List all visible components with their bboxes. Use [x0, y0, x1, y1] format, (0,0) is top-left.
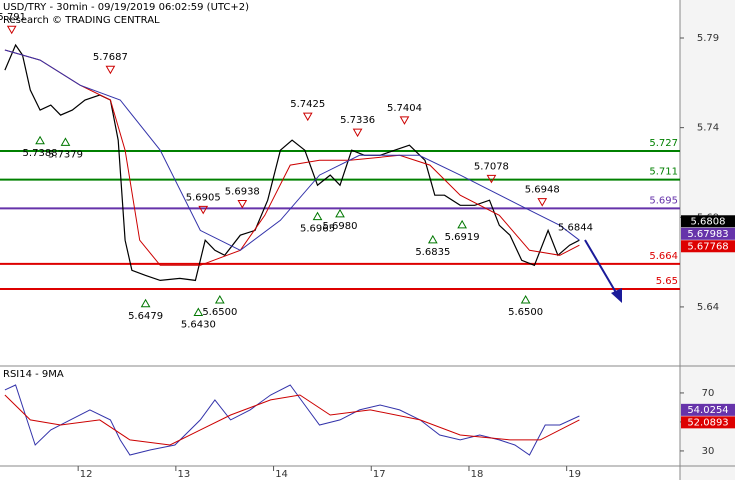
level-label: 5.65: [656, 276, 678, 287]
price-tag: [681, 227, 735, 240]
peak-marker: [486, 174, 497, 184]
annotation-label: 5.7687: [93, 52, 128, 63]
peak-marker: [105, 65, 116, 75]
price-tag: [681, 403, 735, 416]
chart-subtitle: Research © TRADING CENTRAL: [3, 15, 160, 26]
annotation-label: 5.6500: [508, 307, 543, 318]
y-tick-label: 70: [702, 388, 715, 399]
peak-marker: [537, 198, 548, 207]
panel-title: RSI14 - 9MA: [3, 369, 64, 380]
trough-marker: [193, 307, 204, 317]
peak-marker: [198, 205, 209, 215]
trough-marker: [457, 219, 467, 229]
series-line: [4, 49, 580, 251]
chart-title: USD/TRY - 30min - 09/19/2019 06:02:59 (U…: [3, 2, 249, 13]
y-tick-label: 5.74: [697, 123, 719, 134]
annotation-label: 5.7078: [474, 161, 509, 172]
trough-marker: [335, 208, 345, 218]
annotation-label: 5.791: [0, 12, 26, 23]
series-line: [4, 43, 580, 282]
annotation-label: 5.6948: [525, 185, 560, 196]
annotation-label: 5.6844: [558, 222, 593, 233]
axis-panel: [680, 0, 735, 480]
annotation-label: 5.6965: [300, 224, 335, 235]
trough-marker: [520, 294, 531, 304]
annotation-label: 5.6430: [181, 320, 216, 331]
annotation-label: 5.6919: [445, 232, 480, 243]
x-tick-label: 12: [80, 469, 93, 480]
annotation-label: 5.6479: [128, 311, 163, 322]
arrow-head: [611, 288, 622, 303]
series-line: [4, 394, 580, 446]
level-label: 5.664: [649, 251, 678, 262]
annotation-label: 5.7404: [387, 103, 422, 114]
x-tick-label: 18: [471, 469, 484, 480]
annotation-label: 5.6980: [323, 221, 358, 232]
x-tick-label: 14: [275, 469, 288, 480]
y-tick-label: 5.64: [697, 302, 719, 313]
peak-marker: [302, 112, 313, 122]
price-tag-label: 52.0893: [687, 417, 728, 428]
annotation-label: 5.7379: [48, 149, 83, 160]
trough-marker: [60, 137, 71, 146]
price-tag: [681, 215, 735, 228]
price-tag-label: 5.6808: [691, 216, 726, 227]
trough-marker: [140, 298, 151, 308]
price-tag-label: 5.67983: [687, 229, 728, 240]
y-tick-label: 30: [702, 446, 715, 457]
annotation-label: 5.7336: [340, 115, 375, 126]
peak-marker: [237, 199, 248, 209]
x-tick-label: 19: [568, 469, 581, 480]
annotation-label: 5.6500: [202, 307, 237, 318]
level-label: 5.727: [649, 138, 678, 149]
annotation-label: 5.6938: [225, 186, 260, 197]
price-tag: [681, 416, 735, 429]
price-tag-label: 5.67768: [687, 241, 728, 252]
price-tag: [681, 240, 735, 253]
peak-marker: [399, 116, 410, 125]
annotation-label: 5.7425: [290, 99, 325, 110]
level-label: 5.711: [649, 167, 678, 178]
x-tick-label: 17: [373, 469, 386, 480]
annotation-label: 5.6905: [186, 192, 221, 203]
annotation-label: 5.7388: [23, 148, 58, 159]
trough-marker: [312, 211, 323, 221]
plot: 5.795.745.695.645.7275.7115.6955.6645.65…: [0, 12, 735, 480]
annotation-label: 5.6835: [415, 247, 450, 258]
series-line: [4, 49, 580, 266]
y-tick-label: 5.79: [697, 33, 719, 44]
projection-arrow: [584, 239, 619, 297]
price-tag-label: 54.0254: [687, 405, 728, 416]
peak-marker: [6, 25, 17, 35]
trough-marker: [214, 294, 225, 304]
peak-marker: [352, 128, 363, 138]
trough-marker: [35, 135, 45, 145]
level-label: 5.695: [649, 195, 678, 206]
trough-marker: [427, 234, 438, 244]
x-tick-label: 13: [177, 469, 190, 480]
